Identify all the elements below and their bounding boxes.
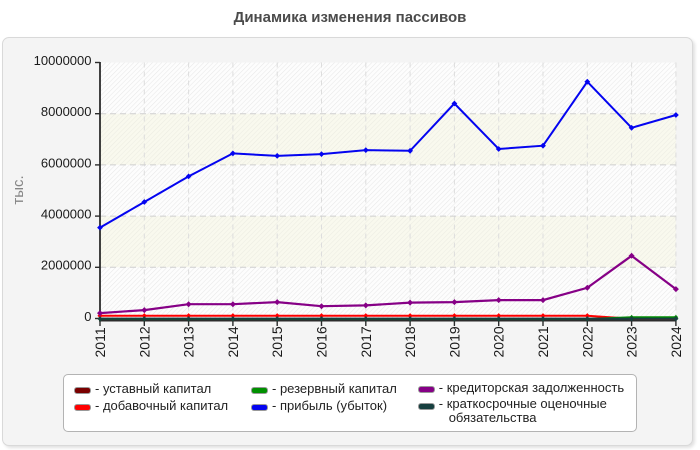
svg-text:2018: 2018 bbox=[402, 326, 418, 357]
svg-text:2011: 2011 bbox=[92, 327, 108, 357]
svg-text:2016: 2016 bbox=[314, 326, 330, 357]
svg-text:8000000: 8000000 bbox=[41, 104, 92, 119]
svg-text:2000000: 2000000 bbox=[41, 258, 92, 273]
svg-text:6000000: 6000000 bbox=[41, 155, 92, 170]
svg-text:2012: 2012 bbox=[136, 326, 152, 357]
svg-text:4000000: 4000000 bbox=[41, 207, 92, 222]
svg-text:2024: 2024 bbox=[668, 326, 684, 357]
svg-text:2022: 2022 bbox=[579, 326, 595, 357]
svg-text:2017: 2017 bbox=[358, 326, 374, 357]
svg-text:2020: 2020 bbox=[491, 326, 507, 357]
svg-text:тыс.: тыс. bbox=[10, 175, 27, 204]
svg-text:2013: 2013 bbox=[181, 326, 197, 357]
svg-text:2021: 2021 bbox=[535, 326, 551, 357]
svg-text:2023: 2023 bbox=[624, 326, 640, 357]
svg-text:2014: 2014 bbox=[225, 326, 241, 357]
svg-text:10000000: 10000000 bbox=[34, 53, 92, 68]
svg-text:2019: 2019 bbox=[446, 326, 462, 357]
svg-text:2015: 2015 bbox=[269, 326, 285, 357]
svg-text:0: 0 bbox=[84, 309, 91, 324]
